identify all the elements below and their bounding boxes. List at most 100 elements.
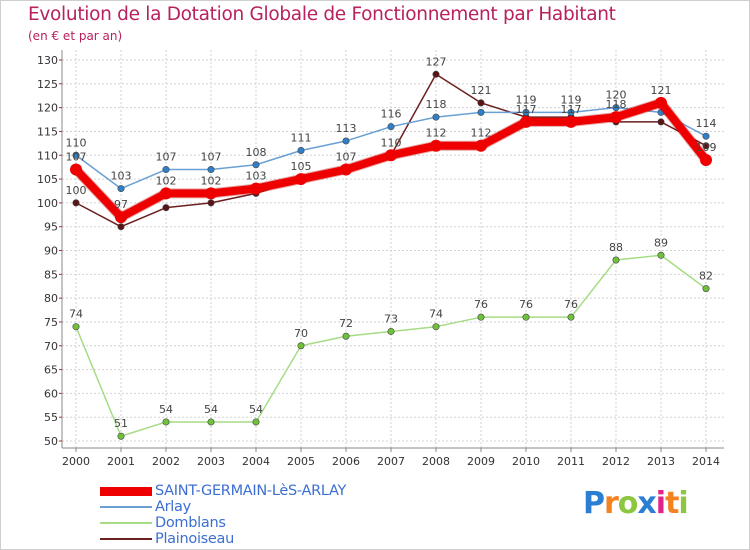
data-label-domblans: 54 [249, 403, 263, 416]
data-point-saint-germain-l-s-arlay [115, 211, 127, 224]
data-point-plainoiseau [657, 118, 665, 126]
data-point-saint-germain-l-s-arlay [475, 139, 487, 152]
y-tick-label: 130 [37, 54, 58, 67]
data-point-domblans [477, 313, 485, 321]
data-point-arlay [612, 104, 620, 112]
legend-swatch-plainoiseau [100, 538, 152, 540]
chart-title: Evolution de la Dotation Globale de Fonc… [28, 4, 616, 25]
data-label-saint-germain-l-s-arlay: 109 [696, 141, 717, 154]
data-label-arlay: 114 [696, 117, 717, 130]
logo-letter: x [637, 486, 656, 521]
y-tick-label: 115 [37, 125, 58, 138]
legend-item-domblans: Domblans [100, 515, 400, 532]
data-point-arlay [567, 108, 575, 116]
x-tick-label: 2001 [107, 455, 135, 468]
legend-item-saint-germain: SAINT-GERMAIN-LèS-ARLAY [100, 483, 400, 500]
x-tick-label: 2012 [602, 455, 630, 468]
y-tick-label: 70 [44, 340, 58, 353]
data-point-saint-germain-l-s-arlay [70, 163, 82, 176]
data-point-saint-germain-l-s-arlay [295, 173, 307, 186]
data-label-saint-germain-l-s-arlay: 103 [246, 170, 267, 183]
data-point-saint-germain-l-s-arlay [160, 187, 172, 200]
y-tick-label: 105 [37, 173, 58, 186]
data-point-domblans [567, 313, 575, 321]
data-label-domblans: 54 [159, 403, 173, 416]
data-point-saint-germain-l-s-arlay [340, 163, 352, 176]
legend-label-plainoiseau: Plainoiseau [155, 531, 235, 547]
data-label-domblans: 74 [69, 308, 83, 321]
data-point-plainoiseau [207, 199, 215, 207]
data-point-domblans [657, 251, 665, 259]
data-label-arlay: 108 [246, 146, 267, 159]
data-label-saint-germain-l-s-arlay: 102 [156, 174, 177, 187]
data-point-arlay [387, 123, 395, 131]
data-label-plainoiseau: 121 [471, 84, 492, 97]
x-tick-label: 2002 [152, 455, 180, 468]
data-point-arlay [432, 113, 440, 121]
logo-letter: P [583, 486, 605, 521]
data-point-saint-germain-l-s-arlay [655, 96, 667, 109]
data-point-saint-germain-l-s-arlay [700, 154, 712, 167]
data-label-arlay: 113 [336, 122, 357, 135]
data-point-domblans [612, 256, 620, 264]
data-label-domblans: 76 [564, 298, 578, 311]
data-point-arlay [477, 108, 485, 116]
data-point-plainoiseau [702, 142, 710, 150]
data-label-domblans: 74 [429, 308, 443, 321]
y-tick-label: 95 [44, 221, 58, 234]
data-label-saint-germain-l-s-arlay: 112 [471, 127, 492, 140]
x-tick-label: 2000 [62, 455, 90, 468]
data-point-arlay [72, 151, 80, 159]
data-point-saint-germain-l-s-arlay [565, 115, 577, 128]
y-tick-label: 50 [44, 435, 58, 448]
data-point-arlay [117, 185, 125, 193]
chart-subtitle: (en € et par an) [28, 29, 123, 43]
chart-legend: SAINT-GERMAIN-LèS-ARLAY Arlay Domblans P… [100, 483, 400, 548]
data-label-saint-germain-l-s-arlay: 118 [606, 98, 627, 111]
logo-letter: o [617, 486, 639, 521]
y-tick-label: 125 [37, 78, 58, 91]
data-label-arlay: 107 [201, 151, 222, 164]
data-point-arlay [702, 132, 710, 140]
data-point-domblans [117, 432, 125, 440]
data-label-saint-germain-l-s-arlay: 117 [561, 103, 582, 116]
data-point-domblans [72, 323, 80, 331]
logo-letter: i [678, 486, 688, 521]
data-point-plainoiseau [72, 199, 80, 207]
data-label-saint-germain-l-s-arlay: 110 [381, 136, 402, 149]
x-tick-label: 2013 [647, 455, 675, 468]
y-tick-label: 80 [44, 292, 58, 305]
data-label-saint-germain-l-s-arlay: 112 [426, 127, 447, 140]
legend-swatch-saint-germain [100, 487, 152, 496]
y-tick-label: 120 [37, 102, 58, 115]
data-label-arlay: 103 [111, 170, 132, 183]
x-tick-label: 2010 [512, 455, 540, 468]
data-point-saint-germain-l-s-arlay [520, 115, 532, 128]
legend-label-arlay: Arlay [155, 499, 191, 515]
y-tick-label: 90 [44, 245, 58, 258]
data-label-saint-germain-l-s-arlay: 97 [114, 198, 128, 211]
y-tick-label: 85 [44, 268, 58, 281]
x-tick-label: 2014 [692, 455, 720, 468]
data-point-saint-germain-l-s-arlay [250, 182, 262, 195]
y-tick-label: 55 [44, 411, 58, 424]
x-tick-label: 2003 [197, 455, 225, 468]
data-label-plainoiseau: 127 [426, 55, 447, 68]
data-label-domblans: 76 [519, 298, 533, 311]
data-label-arlay: 116 [381, 108, 402, 121]
data-point-plainoiseau [117, 223, 125, 231]
x-tick-label: 2004 [242, 455, 270, 468]
data-point-saint-germain-l-s-arlay [205, 187, 217, 200]
data-point-arlay [522, 108, 530, 116]
x-tick-label: 2007 [377, 455, 405, 468]
data-point-arlay [342, 137, 350, 145]
logo-letter: i [655, 486, 666, 521]
x-tick-label: 2009 [467, 455, 495, 468]
data-label-domblans: 51 [114, 417, 128, 430]
x-tick-label: 2005 [287, 455, 315, 468]
data-point-plainoiseau [162, 204, 170, 212]
legend-label-saint-germain: SAINT-GERMAIN-LèS-ARLAY [155, 483, 347, 499]
data-label-saint-germain-l-s-arlay: 117 [516, 103, 537, 116]
data-label-domblans: 72 [339, 317, 353, 330]
y-tick-label: 75 [44, 316, 58, 329]
